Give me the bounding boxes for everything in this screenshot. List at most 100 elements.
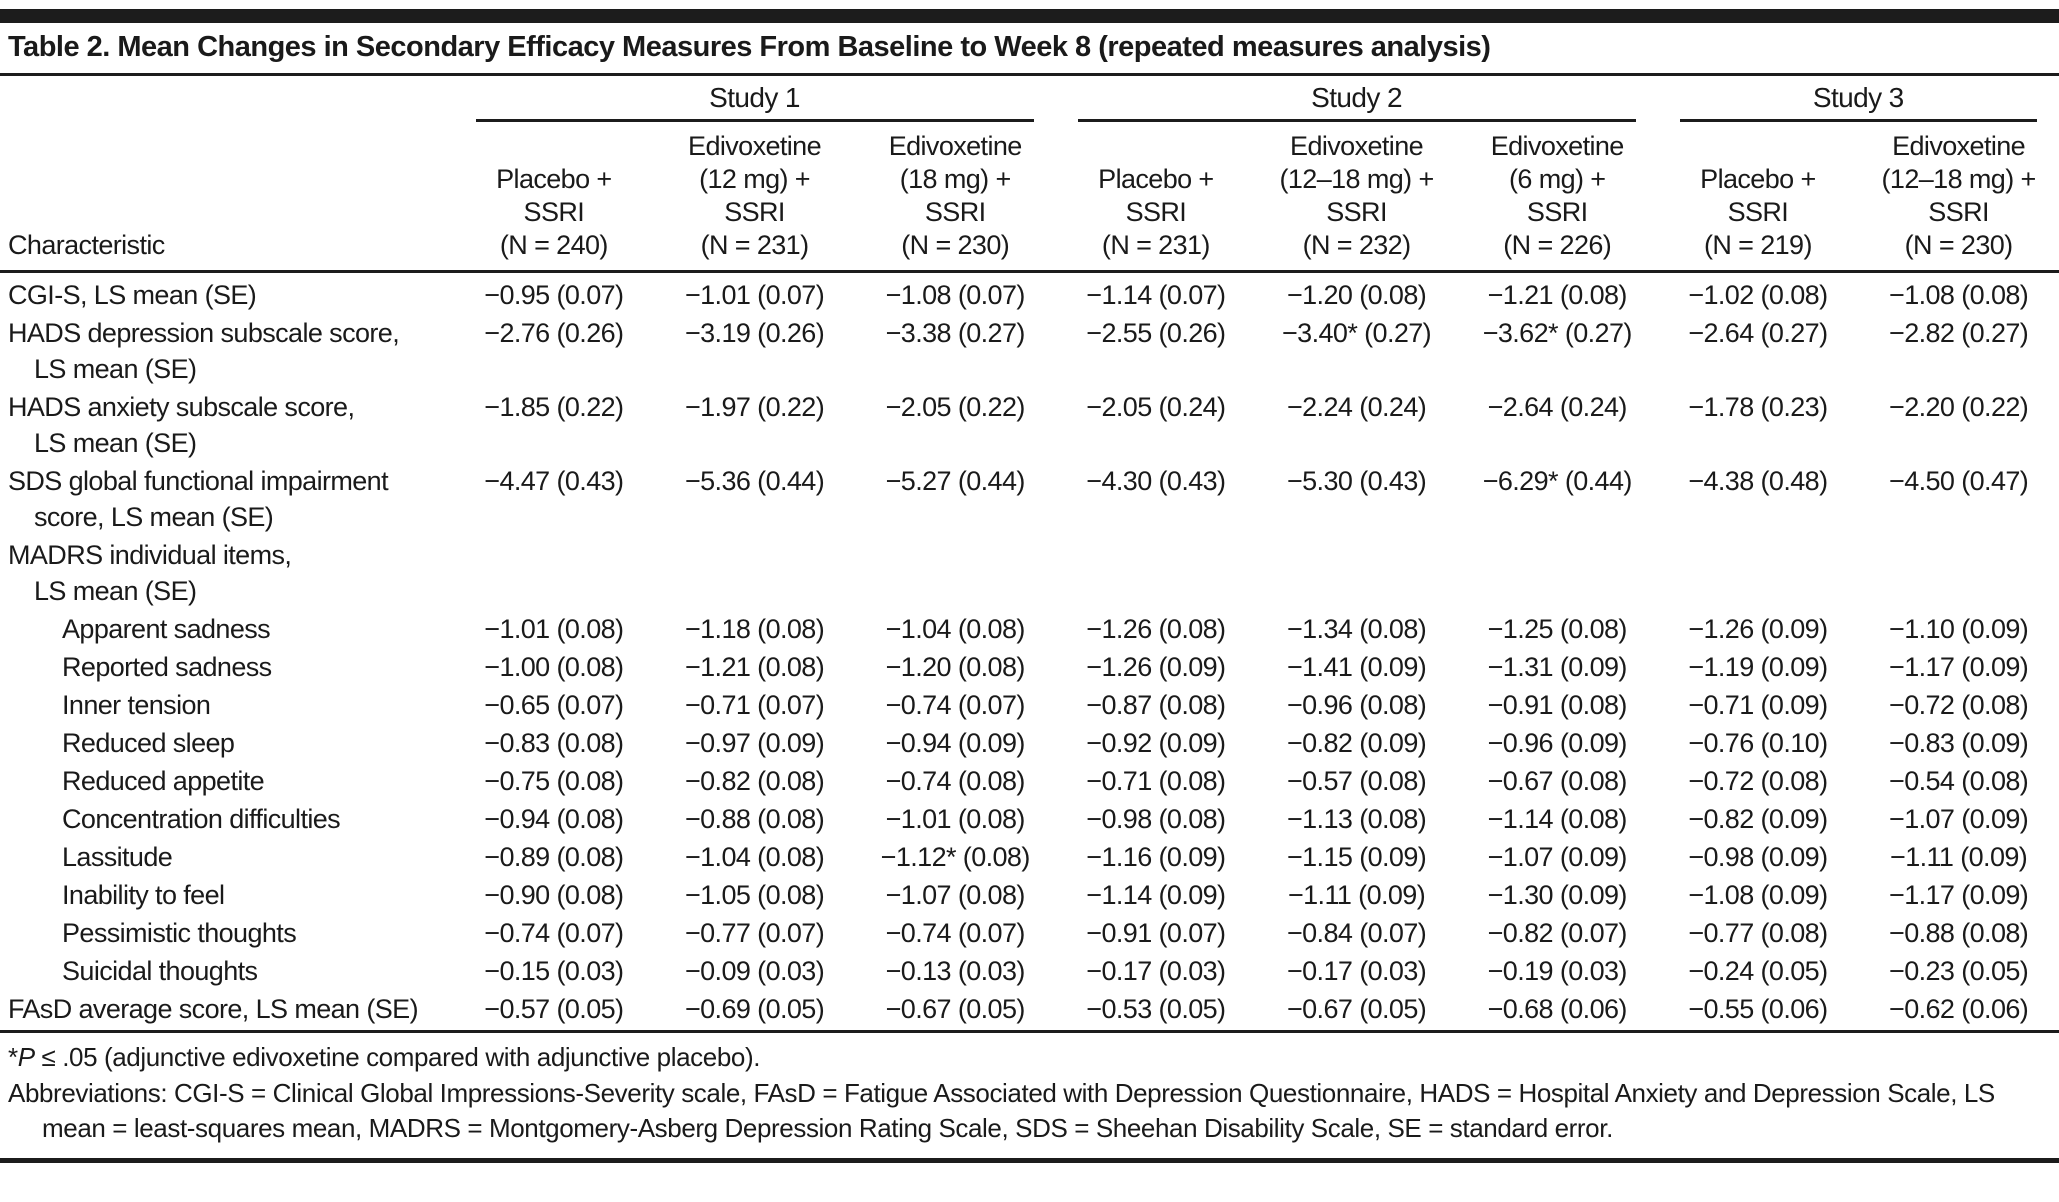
- cell-value: −0.55 (0.06): [1657, 990, 1859, 1033]
- group-label-study-1: Study 1: [475, 82, 1034, 122]
- group-label-study-3: Study 3: [1679, 82, 2037, 122]
- column-header-s1-placebo: Placebo + SSRI (N = 240): [453, 122, 655, 273]
- cell-value: −1.01 (0.07): [684, 280, 825, 310]
- cell-value: −2.05 (0.24): [1086, 392, 1226, 422]
- top-rule: [0, 9, 2059, 23]
- cell-value: [1056, 536, 1257, 610]
- row-label: HADS anxiety subscale score, LS mean (SE): [0, 388, 454, 462]
- cell-value: −1.14 (0.09): [1086, 880, 1226, 910]
- row-label: Concentration difficulties: [62, 804, 341, 834]
- table-row: Concentration difficulties −0.94 (0.08) −0…: [0, 800, 2059, 838]
- cell-value: [855, 536, 1056, 610]
- table-row: Pessimistic thoughts −0.74 (0.07) −0.77 (0…: [0, 914, 2059, 952]
- cell-value: −0.23 (0.05): [1889, 956, 2029, 986]
- cell-value: −0.94 (0.08): [484, 804, 624, 834]
- cell-value: −1.11 (0.09): [1287, 880, 1426, 910]
- cell-value: −0.87 (0.08): [1086, 690, 1226, 720]
- cell-value: −1.17 (0.09): [1889, 652, 2029, 682]
- cell-value: −0.76 (0.10): [1688, 728, 1828, 758]
- cell-value: −1.20 (0.08): [885, 652, 1026, 682]
- row-label-line-2: LS mean (SE): [34, 428, 197, 458]
- row-label-line-1: HADS anxiety subscale score,: [8, 392, 355, 422]
- cell-value: −0.83 (0.08): [484, 728, 624, 758]
- cell-value: −1.97 (0.22): [684, 392, 825, 422]
- cell-value: −2.20 (0.22): [1889, 392, 2029, 422]
- cell-value: −1.15 (0.09): [1286, 842, 1427, 872]
- cell-value: −1.01 (0.08): [484, 614, 624, 644]
- row-label: Reduced sleep: [62, 728, 235, 758]
- cell-value: −1.78 (0.23): [1688, 392, 1828, 422]
- significance-p-symbol: P: [17, 1042, 35, 1072]
- cell-value: −0.88 (0.08): [1889, 918, 2029, 948]
- cell-value: −1.04 (0.08): [885, 614, 1026, 644]
- cell-value: −0.67 (0.05): [1256, 990, 1457, 1033]
- table-row: FAsD average score, LS mean (SE) −0.57 (0…: [0, 990, 2059, 1033]
- cell-value: [654, 536, 855, 610]
- cell-value: −0.98 (0.09): [1688, 842, 1828, 872]
- cell-value: −0.71 (0.07): [684, 690, 825, 720]
- cell-value: −1.30 (0.09): [1487, 880, 1628, 910]
- cell-value: −0.77 (0.07): [684, 918, 825, 948]
- row-label: SDS global functional impairment score, L…: [0, 462, 454, 536]
- cell-value: [1256, 536, 1457, 610]
- table-row: Apparent sadness −1.01 (0.08) −1.18 (0.08)…: [0, 610, 2059, 648]
- cell-value: −1.07 (0.09): [1487, 842, 1628, 872]
- significance-star: *: [8, 1042, 18, 1072]
- cell-value: −1.31 (0.09): [1487, 652, 1628, 682]
- group-header-study-1: Study 1: [454, 76, 1056, 122]
- cell-value: −3.40* (0.27): [1282, 318, 1432, 348]
- cell-value: −2.76 (0.26): [484, 318, 624, 348]
- cell-value: −1.34 (0.08): [1286, 614, 1427, 644]
- cell-value: −0.98 (0.08): [1086, 804, 1226, 834]
- cell-value: −0.65 (0.07): [484, 690, 624, 720]
- cell-value: −0.77 (0.08): [1688, 918, 1828, 948]
- cell-value: −0.67 (0.05): [854, 990, 1056, 1033]
- cell-value: −1.01 (0.08): [885, 804, 1026, 834]
- cell-value: −0.24 (0.05): [1688, 956, 1828, 986]
- table-row: MADRS individual items, LS mean (SE): [0, 536, 2059, 610]
- cell-value: −0.09 (0.03): [684, 956, 825, 986]
- cell-value: −1.26 (0.09): [1688, 614, 1828, 644]
- table-row: Suicidal thoughts −0.15 (0.03) −0.09 (0.03…: [0, 952, 2059, 990]
- cell-value: −5.30 (0.43): [1286, 466, 1427, 496]
- cell-value: −0.54 (0.08): [1889, 766, 2029, 796]
- cell-value: −2.82 (0.27): [1889, 318, 2029, 348]
- cell-value: −1.00 (0.08): [484, 652, 624, 682]
- cell-value: −0.19 (0.03): [1487, 956, 1628, 986]
- cell-value: −2.55 (0.26): [1086, 318, 1226, 348]
- table-row: Reduced sleep −0.83 (0.08) −0.97 (0.09) −0.…: [0, 724, 2059, 762]
- row-label: FAsD average score, LS mean (SE): [0, 990, 454, 1033]
- table-row: CGI-S, LS mean (SE) −0.95 (0.07) −1.01 (0.…: [0, 272, 2059, 315]
- cell-value: −4.38 (0.48): [1688, 466, 1828, 496]
- table-row: Lassitude −0.89 (0.08) −1.04 (0.08) −1.12* …: [0, 838, 2059, 876]
- study-group-header-row: Study 1 Study 2 Study 3: [0, 76, 2059, 122]
- cell-value: −0.96 (0.08): [1286, 690, 1427, 720]
- cell-value: −0.72 (0.08): [1889, 690, 2029, 720]
- column-header-s2-placebo: Placebo + SSRI (N = 231): [1055, 122, 1257, 273]
- cell-value: −1.26 (0.09): [1086, 652, 1226, 682]
- column-header-s3-edivoxetine-12-18: Edivoxetine (12–18 mg) + SSRI (N = 230): [1858, 122, 2059, 273]
- significance-footnote: *P ≤ .05 (adjunctive edivoxetine compare…: [8, 1040, 2049, 1075]
- cell-value: −3.19 (0.26): [684, 318, 825, 348]
- cell-value: −0.82 (0.09): [1688, 804, 1828, 834]
- cell-value: −0.97 (0.09): [684, 728, 825, 758]
- cell-value: −0.57 (0.05): [453, 990, 655, 1033]
- cell-value: −0.92 (0.09): [1086, 728, 1226, 758]
- row-label-line-1: SDS global functional impairment: [8, 466, 389, 496]
- cell-value: −5.36 (0.44): [684, 466, 825, 496]
- data-table: Study 1 Study 2 Study 3 Characteristic P…: [0, 76, 2059, 1033]
- table-row: SDS global functional impairment score, L…: [0, 462, 2059, 536]
- row-label: Apparent sadness: [62, 614, 271, 644]
- cell-value: −6.29* (0.44): [1482, 466, 1633, 496]
- group-header-study-3: Study 3: [1658, 76, 2059, 122]
- cell-value: −0.96 (0.09): [1487, 728, 1628, 758]
- cell-value: −1.12* (0.08): [880, 842, 1031, 872]
- characteristic-header: Characteristic: [0, 122, 454, 273]
- table-row: HADS anxiety subscale score, LS mean (SE)…: [0, 388, 2059, 462]
- cell-value: −0.89 (0.08): [484, 842, 624, 872]
- cell-value: −1.16 (0.09): [1086, 842, 1226, 872]
- cell-value: −0.82 (0.08): [684, 766, 825, 796]
- row-label: Inner tension: [62, 690, 211, 720]
- cell-value: −1.08 (0.09): [1688, 880, 1828, 910]
